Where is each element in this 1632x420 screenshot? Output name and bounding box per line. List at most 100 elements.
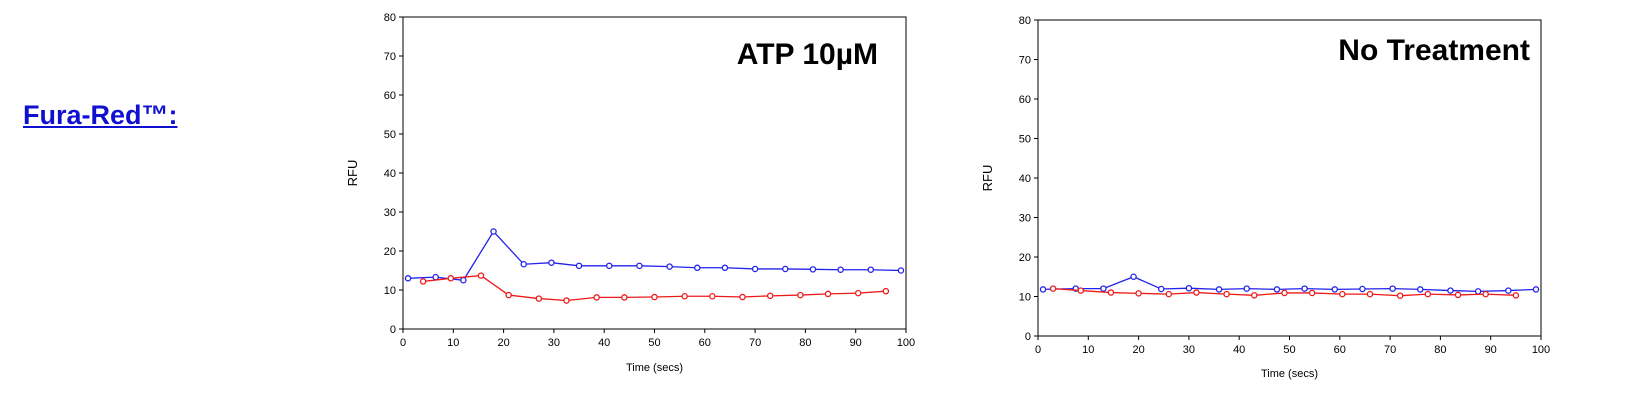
chart1-series-0-point	[1100, 285, 1107, 292]
chart0-series-1-point	[621, 294, 628, 301]
chart0-series-1-point	[535, 295, 543, 302]
chart1-series-1-point	[1049, 285, 1057, 292]
chart1-series-0-point	[1215, 286, 1223, 293]
chart1-series-1-point	[1135, 290, 1142, 297]
chart0-series-0-point	[694, 264, 701, 272]
chart0-x-tick-label: 30	[548, 337, 560, 349]
chart0-x-tick-label: 40	[598, 337, 610, 349]
chart0-x-tick-label: 20	[497, 337, 509, 349]
chart0-series-0-point	[636, 262, 643, 270]
chart0-x-tick-label: 60	[699, 337, 711, 349]
chart0-series-1-point	[739, 293, 746, 301]
chart1-y-tick-label: 0	[1025, 331, 1031, 343]
chart1-y-tick-label: 60	[1019, 94, 1031, 106]
chart1-y-tick-label: 40	[1019, 173, 1031, 185]
chart1-series-0-point	[1505, 287, 1512, 294]
chart0-series-1-point	[563, 297, 570, 304]
chart0-x-tick-label: 70	[749, 337, 761, 349]
chart1-series-0-point	[1157, 285, 1165, 293]
chart0-x-axis-label: Time (secs)	[626, 362, 683, 374]
chart1-series-1-point	[1339, 290, 1346, 298]
chart0-y-tick-label: 10	[384, 285, 396, 297]
chart1-series-1-point	[1077, 287, 1085, 294]
chart0-series-0-point	[520, 261, 527, 268]
chart1-y-tick-label: 10	[1019, 292, 1031, 304]
chart1-y-tick-label: 30	[1019, 213, 1031, 225]
chart1-series-1-point	[1107, 289, 1115, 296]
chart1-x-tick-label: 80	[1434, 344, 1446, 356]
chart0-series-1-point	[419, 278, 427, 285]
chart0-series-0-point	[548, 259, 555, 266]
chart1-y-tick-label: 20	[1019, 252, 1031, 264]
chart1-series-1-point	[1193, 289, 1200, 296]
chart1-series-0-point	[1185, 284, 1193, 292]
chart1-series-1-point	[1512, 292, 1520, 299]
atp-chart: 0 10 20 30 40 50 60 70 80 0 10 20 30 40 50 60 70 80 90 100 T…	[345, 12, 915, 374]
chart0-series-1-point	[824, 290, 832, 298]
chart0-series-1-point	[766, 292, 774, 300]
chart0-y-axis-label: RFU	[345, 160, 360, 187]
chart1-series-0-point	[1359, 285, 1366, 293]
chart0-series-1-point	[854, 289, 862, 297]
chart0-x-tick-label: 50	[648, 337, 660, 349]
chart0-series-0-point	[605, 262, 613, 270]
chart1-y-tick-label: 80	[1019, 15, 1031, 27]
chart1-series-0-point	[1301, 285, 1308, 292]
chart1-y-axis-label: RFU	[980, 165, 995, 192]
chart1-title: No Treatment	[1338, 34, 1530, 67]
chart1-series-0-point	[1447, 287, 1454, 294]
chart0-y-tick-label: 30	[384, 207, 396, 219]
chart0-series-1-point	[651, 293, 658, 301]
chart1-x-tick-label: 30	[1183, 344, 1195, 356]
chart0-series-1-point	[505, 291, 512, 299]
chart0-y-tick-label: 40	[384, 168, 396, 180]
chart1-series-1-point	[1308, 289, 1316, 297]
chart0-x-tick-label: 90	[850, 337, 862, 349]
chart1-x-tick-label: 70	[1384, 344, 1396, 356]
chart1-x-tick-label: 50	[1283, 344, 1295, 356]
chart0-series-0-point	[809, 266, 817, 273]
chart1-series-1-point	[1165, 290, 1173, 298]
chart1-series-1-point	[1396, 292, 1404, 299]
chart0-series-1-point	[797, 291, 804, 299]
chart0-series-1-point	[593, 294, 600, 301]
chart0-x-tick-label: 80	[799, 337, 811, 349]
chart0-x-tick-label: 100	[897, 337, 915, 349]
chart1-series-1-point	[1223, 290, 1230, 298]
chart1-series-1-point	[1424, 290, 1432, 298]
chart0-series-0-point	[575, 262, 583, 270]
chart0-series-1-point	[447, 275, 455, 282]
chart1-series-0-line	[1043, 276, 1536, 293]
chart0-title: ATP 10µM	[737, 38, 878, 71]
chart1-series-0-point	[1273, 286, 1281, 293]
chart0-y-tick-label: 80	[384, 12, 396, 24]
chart1-y-tick-label: 70	[1019, 55, 1031, 67]
chart1-series-1-point	[1454, 291, 1462, 299]
chart1-series-0-point	[1243, 285, 1250, 292]
chart1-series-0-point	[1130, 273, 1137, 280]
chart1-x-tick-label: 0	[1035, 344, 1041, 356]
chart1-series-1-point	[1251, 292, 1258, 299]
chart0-y-tick-label: 50	[384, 129, 396, 141]
fura-red-heading: Fura-Red™:	[23, 100, 178, 130]
chart1-series-0-point	[1389, 285, 1396, 292]
chart0-series-0-point	[721, 264, 729, 272]
chart0-series-1-point	[882, 287, 890, 295]
chart1-x-tick-label: 20	[1132, 344, 1144, 356]
chart0-x-tick-label: 10	[447, 337, 459, 349]
chart0-series-1-point	[681, 292, 688, 300]
chart0-series-0-line	[408, 230, 901, 281]
chart0-y-tick-label: 0	[390, 324, 396, 336]
chart0-series-0-point	[490, 228, 497, 235]
chart0-series-0-point	[897, 267, 905, 274]
chart1-x-tick-label: 100	[1532, 344, 1550, 356]
chart1-series-0-point	[1417, 286, 1424, 293]
chart1-series-0-point	[1532, 286, 1540, 293]
no-treatment-chart: 0 10 20 30 40 50 60 70 80 0 10 20 30 40 50 60 70 80 90 100 T…	[980, 15, 1550, 380]
chart0-series-0-point	[867, 266, 875, 273]
chart1-series-1-point	[1281, 289, 1288, 297]
chart1-x-tick-label: 60	[1334, 344, 1346, 356]
chart1-series-1-point	[1482, 290, 1489, 298]
chart0-series-0-point	[404, 275, 412, 282]
chart1-x-tick-label: 10	[1082, 344, 1094, 356]
